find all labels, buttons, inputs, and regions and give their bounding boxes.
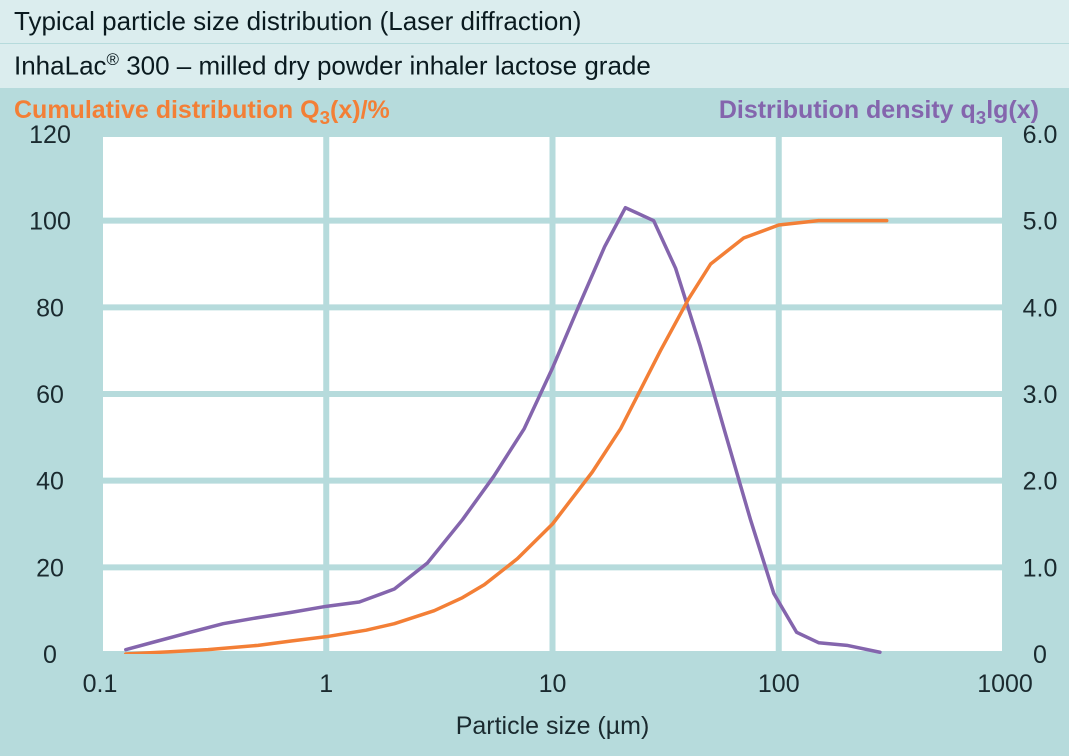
y2-tick-label: 5.0 xyxy=(1023,208,1058,236)
y1-tick-label: 120 xyxy=(29,124,71,149)
chart-svg: 0 20 40 60 80 100 120 0 1.0 2.0 3.0 4.0 5.0 6.0 0.1 1 10… xyxy=(0,124,1069,756)
x-tick-label: 100 xyxy=(758,670,800,698)
y2-label-text: Distribution density q xyxy=(719,96,976,124)
y1-label-rest: (x)/% xyxy=(330,96,390,124)
y2-label-rest: lg(x) xyxy=(986,96,1039,124)
y1-label-text: Cumulative distribution Q xyxy=(14,96,320,124)
y1-tick-label: 0 xyxy=(43,641,57,669)
x-tick-label: 10 xyxy=(539,670,567,698)
y2-tick-label: 0 xyxy=(1033,641,1047,669)
y1-tick-label: 20 xyxy=(36,554,64,582)
y1-tick-label: 60 xyxy=(36,381,64,409)
title-primary: Typical particle size distribution (Lase… xyxy=(0,0,1069,43)
y2-tick-label: 1.0 xyxy=(1023,554,1058,582)
y2-tick-label: 3.0 xyxy=(1023,381,1058,409)
registered-mark: ® xyxy=(107,50,119,69)
title-secondary: InhaLac® 300 – milled dry powder inhaler… xyxy=(0,43,1069,88)
product-desc: 300 – milled dry powder inhaler lactose … xyxy=(119,51,651,81)
x-tick-label: 1000 xyxy=(977,670,1033,698)
chart-plot-area: 0 20 40 60 80 100 120 0 1.0 2.0 3.0 4.0 5.0 6.0 0.1 1 10… xyxy=(0,124,1069,756)
y1-tick-label: 40 xyxy=(36,468,64,496)
x-tick-label: 0.1 xyxy=(83,670,118,698)
y2-tick-label: 4.0 xyxy=(1023,294,1058,322)
x-axis-label: Particle size (µm) xyxy=(456,712,650,740)
y1-tick-label: 80 xyxy=(36,294,64,322)
product-name: InhaLac xyxy=(14,51,107,81)
y2-tick-label: 2.0 xyxy=(1023,468,1058,496)
chart-container: Typical particle size distribution (Lase… xyxy=(0,0,1069,756)
x-tick-label: 1 xyxy=(319,670,333,698)
y1-tick-label: 100 xyxy=(29,208,71,236)
y2-tick-label: 6.0 xyxy=(1023,124,1058,149)
